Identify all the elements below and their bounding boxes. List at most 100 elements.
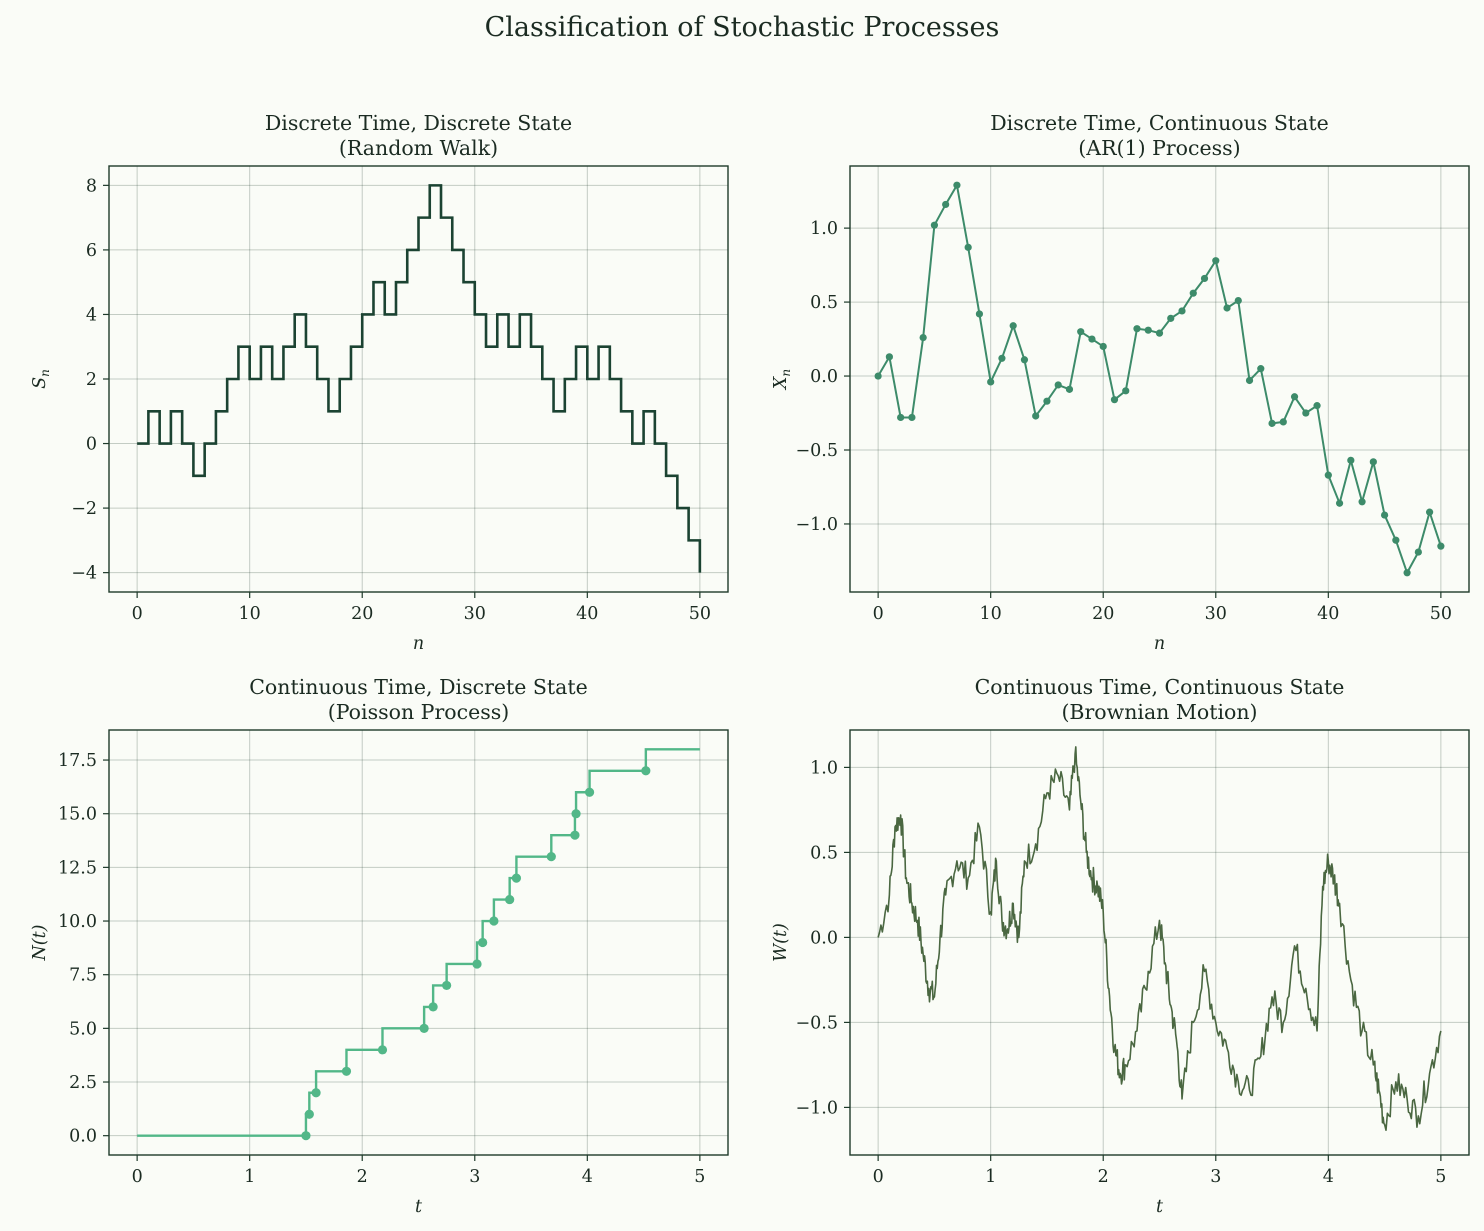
panel-ar1: Discrete Time, Continuous State(AR(1) Pr… bbox=[771, 111, 1470, 654]
x-tick-label: 50 bbox=[689, 604, 711, 624]
data-point bbox=[1358, 498, 1366, 506]
data-point bbox=[1245, 376, 1254, 385]
data-point bbox=[1223, 304, 1231, 312]
x-tick-label: 3 bbox=[1210, 1167, 1221, 1187]
data-point bbox=[874, 372, 882, 380]
data-point bbox=[1065, 385, 1074, 393]
y-tick-label: 1.0 bbox=[810, 219, 838, 239]
data-point bbox=[1324, 471, 1332, 479]
data-point bbox=[1054, 381, 1062, 389]
y-axis-label: N(t) bbox=[30, 924, 50, 961]
data-point bbox=[998, 354, 1006, 362]
jump-point bbox=[428, 1002, 438, 1012]
jump-point bbox=[505, 894, 515, 905]
y-tick-label: −1.0 bbox=[796, 1098, 839, 1118]
y-tick-label: 6 bbox=[86, 241, 97, 261]
data-point bbox=[908, 413, 916, 422]
data-point bbox=[1110, 396, 1119, 404]
x-axis-label: t bbox=[1156, 1197, 1164, 1217]
data-point bbox=[1302, 409, 1310, 417]
panel-brownian: Continuous Time, Continuous State(Browni… bbox=[771, 675, 1470, 1217]
data-point bbox=[1347, 456, 1355, 464]
data-point bbox=[1032, 412, 1040, 420]
x-tick-label: 4 bbox=[582, 1167, 593, 1187]
y-axis-label: W(t) bbox=[771, 923, 791, 962]
data-point bbox=[885, 353, 893, 361]
panel-title-line2: (Brownian Motion) bbox=[1061, 700, 1257, 724]
data-point bbox=[1414, 548, 1422, 556]
data-point bbox=[1426, 508, 1434, 516]
series-line bbox=[137, 748, 700, 1137]
y-tick-label: 0.0 bbox=[69, 1127, 97, 1147]
x-tick-label: 20 bbox=[1092, 604, 1114, 624]
y-tick-label: −0.5 bbox=[796, 1013, 839, 1033]
y-tick-label: 8 bbox=[86, 176, 97, 196]
y-tick-label: 4 bbox=[86, 305, 97, 325]
x-tick-label: 30 bbox=[1205, 604, 1227, 624]
jump-point bbox=[571, 809, 581, 819]
jump-point bbox=[584, 787, 595, 797]
data-point bbox=[1313, 402, 1321, 410]
x-axis-label: t bbox=[415, 1197, 423, 1217]
panel-title-line1: Continuous Time, Continuous State bbox=[975, 675, 1345, 699]
data-point bbox=[1257, 365, 1265, 373]
data-point bbox=[1212, 257, 1220, 265]
data-point bbox=[1009, 322, 1017, 330]
series-line bbox=[877, 746, 1442, 1132]
panel-poisson: Continuous Time, Discrete State(Poisson … bbox=[30, 675, 729, 1217]
y-tick-label: 15.0 bbox=[58, 805, 97, 825]
data-point bbox=[919, 333, 927, 342]
jump-point bbox=[304, 1109, 314, 1119]
y-axis-label: Sn bbox=[30, 369, 52, 389]
y-tick-label: −0.5 bbox=[796, 441, 839, 461]
series-line bbox=[137, 184, 702, 573]
x-axis-label: n bbox=[1154, 634, 1165, 654]
data-point bbox=[1200, 274, 1209, 283]
panel-title-line1: Discrete Time, Continuous State bbox=[990, 111, 1329, 135]
panel-rw: Discrete Time, Discrete State(Random Wal… bbox=[30, 111, 729, 654]
x-tick-label: 40 bbox=[576, 604, 598, 624]
x-tick-label: 20 bbox=[351, 604, 373, 624]
plot-frame bbox=[849, 729, 1470, 1156]
data-point bbox=[1020, 356, 1029, 364]
jump-point bbox=[311, 1088, 321, 1098]
plot-frame bbox=[108, 165, 729, 593]
panel-title-line1: Continuous Time, Discrete State bbox=[249, 675, 588, 699]
data-point bbox=[1144, 326, 1152, 334]
jump-point bbox=[570, 830, 580, 840]
panel-title-line2: (Random Walk) bbox=[339, 136, 498, 160]
y-tick-label: −4 bbox=[71, 564, 97, 584]
x-tick-label: 0 bbox=[873, 604, 884, 624]
data-point bbox=[942, 200, 950, 209]
y-tick-label: 0 bbox=[86, 435, 97, 455]
data-point bbox=[1437, 542, 1445, 550]
x-tick-label: 40 bbox=[1317, 604, 1339, 624]
jump-point bbox=[377, 1045, 388, 1055]
data-point bbox=[964, 243, 972, 251]
data-point bbox=[1088, 335, 1096, 343]
x-tick-label: 1 bbox=[244, 1167, 255, 1187]
jump-point bbox=[341, 1066, 352, 1076]
plot-frame bbox=[108, 729, 729, 1156]
data-point bbox=[1335, 499, 1344, 507]
panel-title-line1: Discrete Time, Discrete State bbox=[265, 111, 572, 135]
x-axis-label: n bbox=[413, 634, 424, 654]
data-point bbox=[1369, 458, 1377, 466]
x-tick-label: 2 bbox=[1098, 1167, 1109, 1187]
x-tick-label: 30 bbox=[464, 604, 486, 624]
data-point bbox=[1077, 328, 1085, 336]
data-point bbox=[1290, 393, 1299, 401]
jump-point bbox=[419, 1023, 429, 1033]
x-tick-label: 4 bbox=[1323, 1167, 1334, 1187]
y-tick-label: 2 bbox=[86, 370, 97, 390]
data-point bbox=[1279, 418, 1287, 426]
jump-point bbox=[489, 916, 499, 926]
data-point bbox=[1234, 297, 1242, 305]
y-tick-label: 5.0 bbox=[69, 1019, 97, 1039]
y-tick-label: −2 bbox=[71, 499, 97, 519]
jump-point bbox=[641, 766, 651, 776]
x-tick-label: 10 bbox=[980, 604, 1002, 624]
plot-frame bbox=[849, 165, 1470, 593]
data-point bbox=[1392, 536, 1400, 544]
